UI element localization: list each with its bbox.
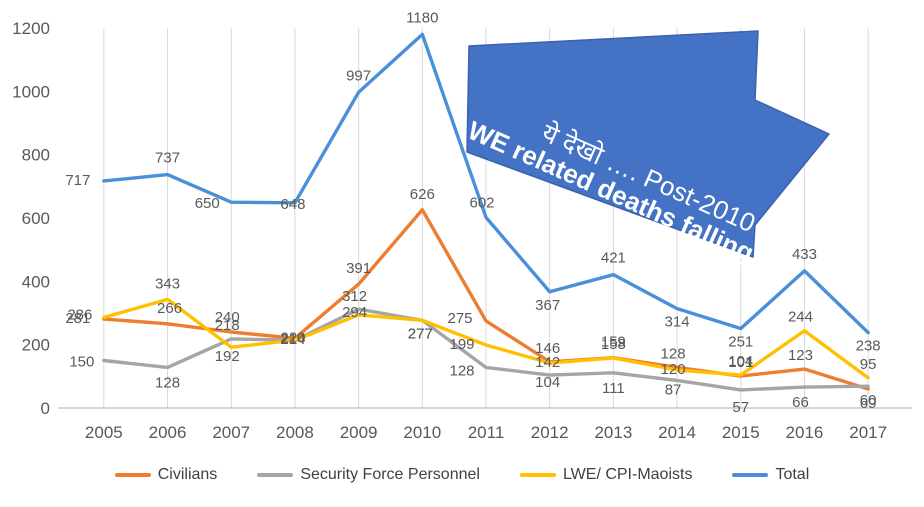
svg-text:0: 0 (41, 399, 50, 418)
legend-item-security-force-personnel[interactable]: Security Force Personnel (257, 466, 480, 484)
data-label: 266 (157, 300, 182, 317)
data-label: 128 (449, 362, 474, 379)
data-label: 737 (155, 150, 180, 167)
svg-text:2007: 2007 (212, 423, 250, 442)
data-label: 128 (661, 345, 686, 362)
data-label: 1180 (406, 9, 438, 26)
svg-text:800: 800 (22, 146, 50, 165)
data-label: 123 (788, 347, 813, 364)
legend-item-lwe-cpi-maoists[interactable]: LWE/ CPI-Maoists (519, 466, 693, 484)
data-label: 275 (447, 310, 472, 327)
data-label: 87 (665, 381, 682, 398)
y-axis-ticks: 0 200 400 600 800 1000 1200 (12, 19, 50, 418)
svg-text:2017: 2017 (849, 423, 887, 442)
svg-text:200: 200 (22, 336, 50, 355)
data-label: 120 (661, 361, 686, 378)
data-label: 95 (860, 356, 877, 373)
svg-text:1200: 1200 (12, 19, 50, 38)
data-label: 66 (792, 394, 809, 411)
data-label: 626 (410, 186, 435, 203)
svg-text:600: 600 (22, 209, 50, 228)
legend-label: LWE/ CPI-Maoists (562, 466, 693, 483)
data-label: 104 (535, 374, 560, 391)
data-label: 220 (280, 329, 305, 346)
data-label: 294 (342, 304, 367, 321)
data-label: 101 (728, 354, 753, 371)
series-line-security-force-personnel (102, 307, 870, 392)
series-line-lwe-cpi-maoists (102, 297, 870, 380)
data-label: 142 (535, 354, 560, 371)
data-label: 277 (408, 325, 433, 342)
data-label: 367 (535, 297, 560, 314)
data-label: 312 (342, 288, 367, 305)
data-label: 214 (280, 331, 305, 348)
data-label: 281 (65, 310, 90, 327)
data-label: 391 (346, 260, 371, 277)
svg-text:400: 400 (22, 272, 50, 291)
data-label: 158 (601, 336, 626, 353)
data-label: 159 (601, 334, 626, 351)
data-label: 277 (408, 325, 433, 342)
legend-swatch-icon (519, 473, 556, 477)
legend-label: Total (775, 466, 810, 483)
data-label: 997 (346, 67, 371, 84)
chart-legend: Civilians Security Force Personnel LWE/ CP… (0, 455, 924, 495)
legend-swatch-icon (257, 473, 294, 477)
data-label: 238 (856, 338, 881, 355)
data-label: 343 (155, 275, 180, 292)
svg-text:2011: 2011 (468, 423, 505, 442)
svg-text:2005: 2005 (85, 423, 123, 442)
data-label: 192 (215, 348, 240, 365)
svg-text:2012: 2012 (531, 423, 569, 442)
legend-swatch-icon (114, 473, 151, 477)
svg-text:2016: 2016 (786, 423, 824, 442)
svg-text:2008: 2008 (276, 423, 314, 442)
data-label: 421 (601, 250, 626, 267)
data-label: 214 (280, 331, 305, 348)
data-label: 104 (728, 353, 753, 370)
data-label: 150 (69, 354, 94, 371)
data-label: 650 (195, 195, 220, 212)
legend-label: Civilians (157, 466, 218, 483)
svg-text:1000: 1000 (12, 82, 50, 101)
data-label: 60 (860, 392, 877, 409)
data-label: 57 (732, 399, 749, 416)
svg-text:2013: 2013 (594, 423, 632, 442)
legend-item-total[interactable]: Total (732, 466, 809, 484)
data-label: 218 (215, 317, 240, 334)
data-label: 717 (65, 172, 90, 189)
data-label: 146 (535, 340, 560, 357)
legend-label: Security Force Personnel (300, 466, 480, 483)
data-labels-group: 281 266 240 220 391 626 275 146 159 128 101 123 60 15… (65, 9, 880, 416)
data-label: 648 (280, 196, 305, 213)
svg-text:2010: 2010 (403, 423, 441, 442)
svg-text:2015: 2015 (722, 423, 760, 442)
data-label: 199 (449, 336, 474, 353)
svg-text:2006: 2006 (149, 423, 187, 442)
data-label: 69 (860, 395, 877, 412)
legend-item-civilians[interactable]: Civilians (114, 466, 218, 484)
svg-text:2009: 2009 (340, 423, 378, 442)
data-label: 244 (788, 309, 813, 326)
x-axis-ticks: 2005 2006 2007 2008 2009 2010 2011 2012 2013 2014… (85, 423, 887, 442)
data-label: 251 (728, 334, 753, 351)
data-label: 111 (602, 380, 625, 397)
data-label: 433 (792, 246, 817, 263)
data-label: 240 (215, 309, 240, 326)
data-label: 314 (665, 314, 690, 331)
svg-text:2014: 2014 (658, 423, 696, 442)
legend-swatch-icon (732, 473, 769, 477)
data-label: 128 (155, 374, 180, 391)
data-label: 286 (67, 306, 92, 323)
data-label: 602 (469, 194, 494, 211)
